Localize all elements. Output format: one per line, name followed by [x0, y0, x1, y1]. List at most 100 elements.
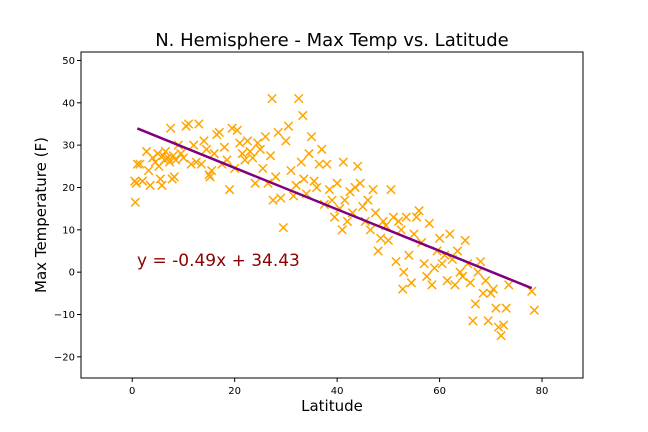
data-point: [171, 155, 181, 165]
y-tick-label: −10: [54, 310, 75, 321]
data-point: [137, 176, 148, 186]
data-point: [286, 165, 296, 176]
data-point: [165, 123, 176, 133]
regression-equation: y = -0.49x + 34.43: [137, 251, 300, 271]
data-point: [206, 165, 217, 176]
data-point: [214, 127, 225, 138]
data-point: [478, 288, 488, 299]
x-axis-ticks: 0 20 40 60 80: [129, 378, 548, 397]
regression-line: [136, 127, 533, 290]
data-point: [373, 246, 383, 256]
data-point: [245, 146, 255, 157]
data-point: [404, 250, 414, 260]
data-point: [457, 271, 468, 282]
data-point: [176, 148, 186, 159]
data-point: [306, 131, 317, 142]
data-point: [445, 229, 455, 239]
data-point: [273, 127, 283, 138]
x-tick-label: 80: [536, 386, 549, 397]
data-point: [191, 157, 201, 167]
data-point: [358, 201, 368, 212]
data-point: [242, 136, 253, 146]
data-point: [267, 93, 277, 104]
data-point: [422, 271, 432, 282]
data-point: [429, 263, 440, 273]
data-point: [329, 212, 340, 222]
data-point: [529, 305, 540, 315]
data-point: [188, 140, 199, 150]
data-point: [391, 256, 401, 267]
data-point: [160, 146, 171, 157]
data-point: [199, 136, 209, 146]
data-point: [375, 233, 386, 244]
data-point: [365, 225, 376, 235]
data-point: [475, 256, 486, 267]
data-point: [250, 178, 260, 188]
data-point: [130, 197, 141, 208]
data-point: [498, 320, 509, 330]
data-point: [338, 157, 348, 167]
x-tick-label: 20: [228, 386, 241, 397]
data-point: [281, 136, 291, 146]
data-point: [309, 176, 319, 186]
y-axis-label: Max Temperature (F): [32, 137, 50, 293]
data-point: [465, 278, 476, 288]
data-point: [337, 225, 347, 235]
data-point: [258, 163, 268, 174]
data-point: [419, 258, 429, 269]
data-point: [393, 216, 404, 227]
data-point: [183, 119, 194, 129]
data-point: [397, 284, 408, 294]
data-point: [386, 184, 396, 195]
data-point: [194, 119, 204, 129]
y-tick-label: 0: [69, 268, 75, 279]
y-tick-label: 20: [62, 183, 75, 194]
data-point: [455, 267, 465, 277]
data-point: [468, 316, 478, 326]
data-point: [224, 184, 235, 195]
data-point: [164, 157, 175, 167]
y-tick-label: 40: [62, 98, 75, 109]
y-tick-label: 50: [62, 56, 75, 67]
data-point: [493, 322, 504, 332]
data-point: [131, 178, 142, 188]
data-point: [237, 148, 248, 159]
data-point: [219, 142, 230, 152]
data-point: [314, 159, 324, 169]
data-point: [317, 144, 327, 155]
y-axis-ticks: −20 −10 0 10 20 30 40 50: [54, 56, 81, 363]
data-point: [450, 280, 460, 290]
data-point: [283, 121, 294, 131]
data-point: [424, 218, 435, 229]
data-point: [135, 159, 145, 169]
data-point: [434, 233, 445, 244]
data-point: [409, 229, 419, 239]
data-point: [278, 222, 289, 233]
data-point: [227, 123, 237, 133]
data-point: [143, 165, 154, 176]
data-point: [473, 267, 483, 277]
data-point: [265, 150, 276, 161]
data-point: [255, 144, 266, 155]
data-point: [293, 93, 304, 104]
x-tick-label: 60: [433, 386, 446, 397]
data-point: [299, 174, 309, 184]
data-point: [398, 267, 409, 277]
data-point: [235, 138, 245, 148]
data-point: [296, 157, 306, 167]
data-point: [383, 235, 394, 246]
data-point: [483, 316, 493, 326]
data-point: [260, 131, 271, 142]
data-point: [452, 246, 463, 256]
data-point: [427, 280, 437, 290]
data-point: [396, 225, 406, 235]
data-point: [240, 155, 250, 165]
data-point: [411, 212, 422, 222]
data-point: [169, 172, 179, 182]
data-point: [340, 195, 350, 205]
data-point: [370, 208, 381, 218]
data-point: [378, 216, 388, 227]
data-point: [368, 184, 378, 195]
data-point: [480, 275, 491, 286]
